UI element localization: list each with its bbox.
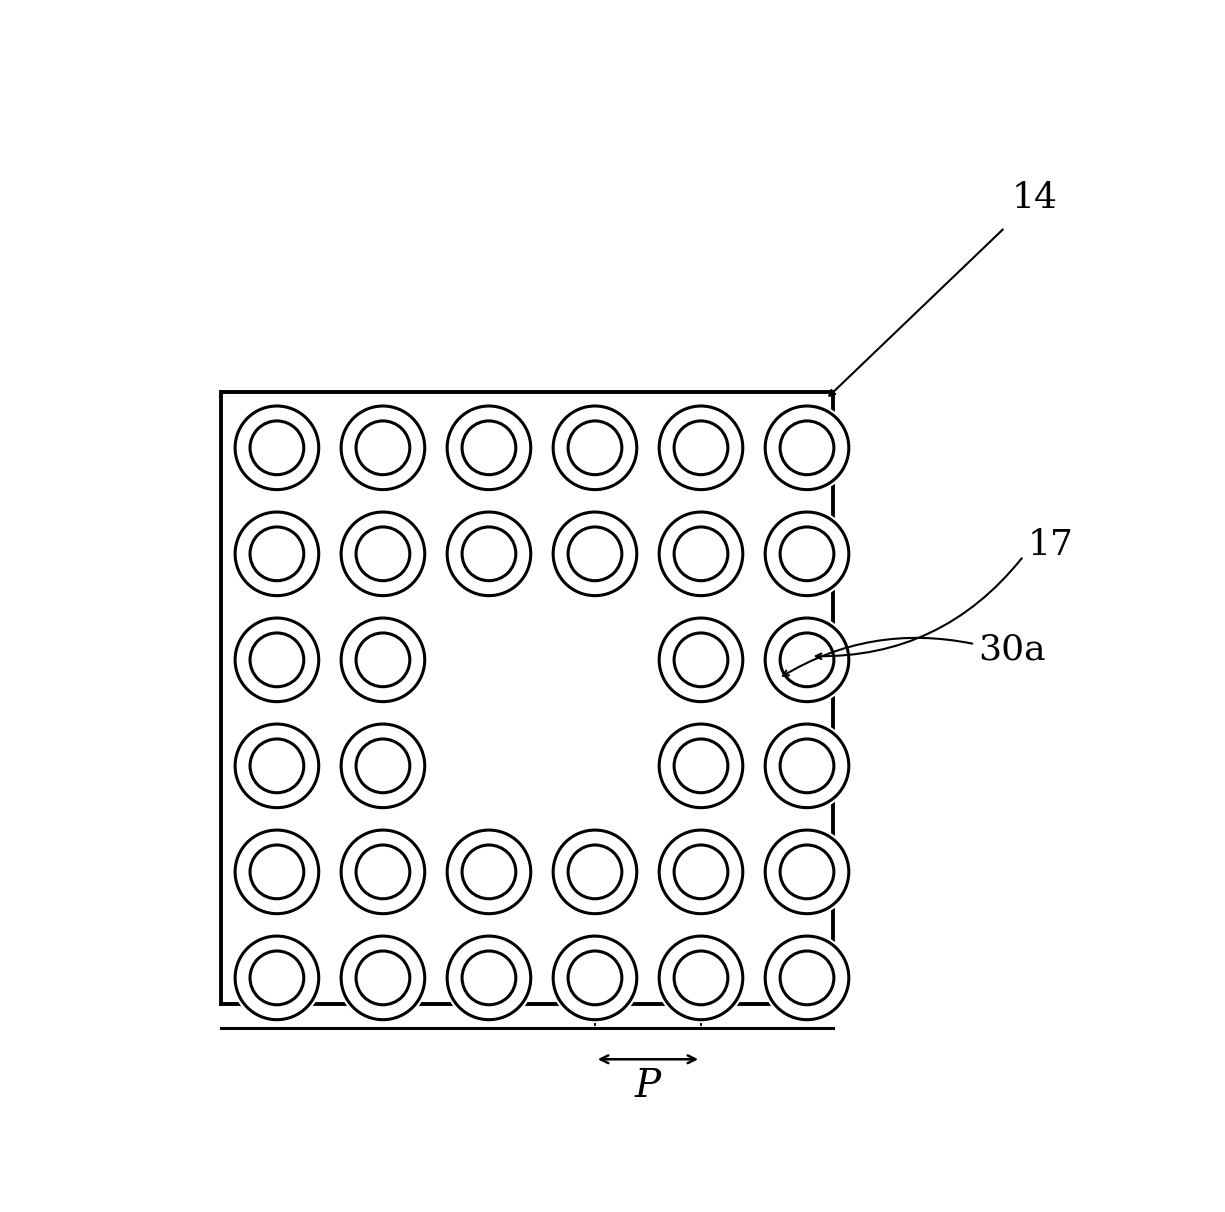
Circle shape [232, 614, 322, 704]
Circle shape [762, 827, 851, 916]
Circle shape [232, 827, 322, 916]
Circle shape [762, 721, 851, 811]
Circle shape [445, 404, 534, 492]
Circle shape [445, 509, 534, 599]
Circle shape [338, 933, 428, 1023]
Circle shape [657, 404, 746, 492]
Circle shape [657, 509, 746, 599]
Circle shape [550, 404, 639, 492]
Circle shape [338, 721, 428, 811]
Text: P: P [635, 1068, 662, 1105]
Circle shape [550, 827, 639, 916]
Circle shape [338, 509, 428, 599]
Circle shape [445, 827, 534, 916]
Text: 14: 14 [1012, 181, 1057, 215]
Circle shape [657, 827, 746, 916]
Circle shape [232, 404, 322, 492]
Circle shape [657, 933, 746, 1023]
Circle shape [232, 509, 322, 599]
Circle shape [550, 509, 639, 599]
Bar [220, 391, 833, 1004]
Text: 30a: 30a [979, 633, 1046, 667]
Circle shape [445, 933, 534, 1023]
Circle shape [762, 933, 851, 1023]
Circle shape [338, 404, 428, 492]
Circle shape [657, 614, 746, 704]
Text: 17: 17 [1028, 528, 1073, 562]
Circle shape [762, 614, 851, 704]
Circle shape [232, 933, 322, 1023]
Circle shape [550, 933, 639, 1023]
Circle shape [338, 614, 428, 704]
Circle shape [338, 827, 428, 916]
Circle shape [762, 404, 851, 492]
Circle shape [762, 509, 851, 599]
Circle shape [232, 721, 322, 811]
Circle shape [657, 721, 746, 811]
